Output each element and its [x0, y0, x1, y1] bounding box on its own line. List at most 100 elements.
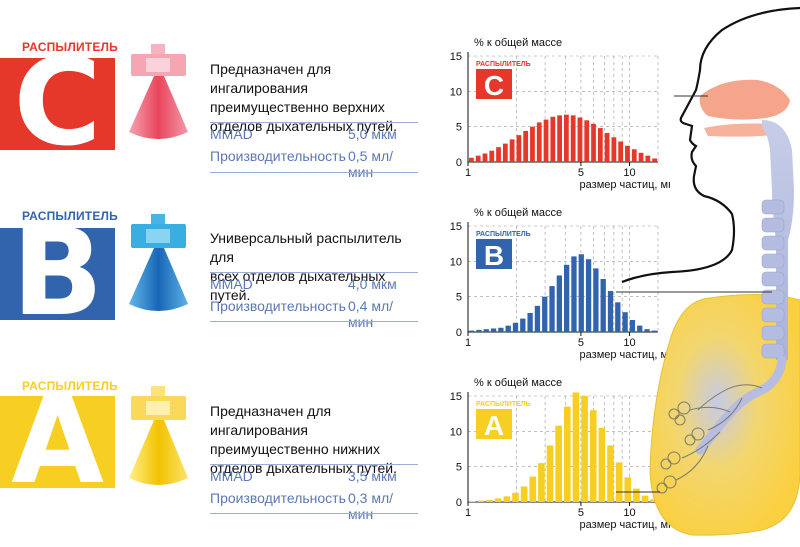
legend-letter: A	[484, 410, 504, 441]
chart-bar	[631, 149, 637, 162]
chart-bar	[597, 128, 603, 162]
y-tick-label: 5	[456, 462, 462, 474]
nebulizer-a-letter: A	[11, 372, 104, 511]
spec-name: Производительность	[210, 148, 346, 164]
chart-bar	[534, 305, 541, 332]
chart-bar	[530, 126, 535, 162]
chart-bar	[505, 325, 511, 332]
chart-bar	[578, 254, 584, 332]
chart-bar	[633, 488, 640, 502]
x-tick-label: 5	[578, 507, 584, 519]
chart-bar	[589, 410, 597, 502]
spec-value: 5,0 мкм	[348, 126, 397, 142]
chart-bar	[469, 501, 476, 502]
chart-bar	[536, 122, 542, 162]
legend-label: РАСПЫЛИТЕЛЬ	[476, 61, 531, 68]
nebulizer-a-letter-block: A	[0, 378, 115, 506]
chart-bar	[622, 312, 628, 332]
legend-letter: C	[484, 70, 504, 101]
legend-letter: B	[484, 240, 504, 271]
x-tick-label: 10	[623, 167, 635, 179]
chart-bar	[516, 135, 522, 162]
nebulizer-c-letter-block: C	[0, 40, 115, 168]
y-tick-label: 15	[450, 51, 462, 63]
chart-bar	[625, 145, 630, 162]
chart-bar	[494, 498, 502, 502]
chart-bar	[520, 318, 526, 332]
chart-bar	[591, 123, 596, 162]
nebulizer-c-letter: C	[13, 34, 102, 173]
nebulizer-b-letter-block: B	[0, 210, 115, 338]
divider	[210, 464, 418, 465]
legend-label: РАСПЫЛИТЕЛЬ	[476, 231, 531, 238]
chart-bar	[650, 499, 657, 502]
spec-value: 3,5 мкм	[348, 468, 397, 484]
chart-bar	[581, 396, 588, 502]
spec-name: Производительность	[210, 298, 346, 314]
spec-value: 4,0 мкм	[348, 276, 397, 292]
nebulizer-a-description: Предназначен для ингалирования преимущес…	[210, 402, 425, 478]
x-tick-label: 1	[465, 167, 471, 179]
spec-name: MMAD	[210, 276, 253, 292]
chart-bar	[611, 137, 617, 162]
y-tick-label: 0	[456, 497, 462, 509]
chart-bar	[543, 119, 549, 162]
chart-bar	[651, 330, 657, 332]
spec-value: 0,5 мл/мин	[348, 148, 394, 180]
description-line: Предназначен для ингалирования	[210, 61, 332, 96]
description-line: преимущественно нижних	[210, 441, 380, 457]
nebulizer-b-label: РАСПЫЛИТЕЛЬ	[22, 209, 118, 223]
x-tick-label: 1	[465, 337, 471, 349]
chart-bar	[607, 445, 614, 502]
chart-bar	[564, 264, 570, 332]
head-outline	[621, 6, 800, 284]
x-tick-label: 5	[578, 167, 584, 179]
y-tick-label: 10	[450, 256, 462, 268]
divider	[210, 321, 418, 322]
chart-bar	[652, 158, 657, 162]
x-tick-label: 1	[465, 507, 471, 519]
legend-badge	[476, 239, 512, 269]
divider	[210, 272, 418, 273]
chart-bar	[638, 152, 644, 162]
nebulizer-a-image	[129, 386, 188, 485]
chart-bar	[496, 147, 501, 162]
chart-bar	[607, 291, 614, 332]
chart-bar	[555, 425, 562, 502]
respiratory-tract-illustration	[616, 6, 800, 536]
chart-bar	[571, 256, 577, 332]
chart-bar	[615, 302, 621, 332]
chart-bar	[482, 153, 488, 162]
chart-bar	[598, 427, 606, 502]
chart-bar	[570, 115, 576, 162]
chart-bar	[523, 130, 529, 162]
spec-value: 0,4 мл/мин	[348, 298, 394, 330]
chart-bar	[512, 322, 519, 332]
nasal-cavity	[699, 79, 790, 120]
chart-bar	[556, 275, 562, 332]
chart-bar	[527, 312, 533, 332]
x-axis-label: размер частиц, мкм	[580, 349, 670, 361]
x-axis-label: размер частиц, мкм	[580, 179, 670, 191]
nebulizer-c-description: Предназначен для ингалирования преимущес…	[210, 60, 425, 136]
description-line: преимущественно верхних	[210, 99, 385, 115]
description-line: Универсальный распылитель для	[210, 230, 402, 265]
chart-bar	[624, 477, 632, 502]
y-tick-label: 5	[456, 122, 462, 134]
chart-bar	[503, 496, 511, 502]
chart-bar	[489, 150, 495, 162]
chart-bar	[529, 476, 537, 502]
bronchus	[695, 355, 787, 455]
divider	[210, 513, 418, 514]
chart-bar	[469, 330, 475, 332]
legend-badge	[476, 69, 512, 99]
x-tick-label: 10	[623, 507, 635, 519]
x-tick-label: 5	[578, 337, 584, 349]
chart-bar	[629, 319, 636, 332]
nebulizer-c-specs: MMAD 5,0 мкм Производительность 0,5 мл/мин	[210, 126, 418, 180]
chart-bar	[604, 133, 610, 162]
spine	[761, 199, 785, 359]
